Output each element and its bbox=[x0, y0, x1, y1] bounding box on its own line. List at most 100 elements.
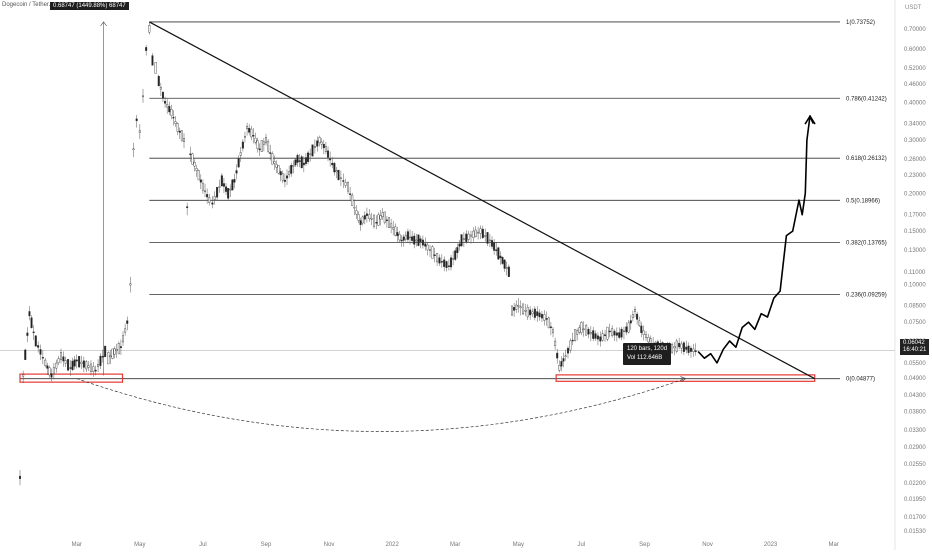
candle-body bbox=[337, 169, 340, 181]
candle-body bbox=[447, 265, 450, 267]
candle-body bbox=[452, 258, 455, 260]
candle-body bbox=[564, 355, 567, 357]
candle-body bbox=[694, 350, 697, 352]
range-bars: 120 bars, 120d bbox=[627, 346, 668, 352]
candle-body bbox=[505, 267, 508, 269]
candle-body bbox=[495, 249, 498, 251]
candle-body bbox=[254, 137, 257, 143]
last-price: 0.06042 bbox=[903, 340, 925, 346]
trendline bbox=[149, 21, 816, 380]
candle-body bbox=[538, 312, 541, 318]
candle-body bbox=[258, 148, 261, 151]
candle-body bbox=[159, 86, 162, 90]
candle-body bbox=[89, 363, 92, 372]
candle-body bbox=[37, 345, 40, 348]
candle-body bbox=[273, 161, 276, 164]
y-tick-label: 0.20000 bbox=[904, 191, 926, 197]
candle-body bbox=[511, 305, 514, 316]
candle-body bbox=[235, 170, 238, 174]
candle-body bbox=[499, 255, 502, 259]
candle-body bbox=[625, 326, 628, 333]
candle-body bbox=[34, 335, 37, 347]
range-tooltip: 120 bars, 120d Vol 112.646B bbox=[623, 343, 672, 365]
candle-body bbox=[685, 346, 688, 350]
candle-body bbox=[587, 329, 590, 335]
candle-body bbox=[180, 130, 183, 142]
candle-body bbox=[678, 342, 681, 348]
candle-body bbox=[529, 309, 532, 316]
candle-body bbox=[135, 118, 138, 121]
candle-body bbox=[675, 340, 678, 352]
candle-body bbox=[415, 239, 418, 242]
candle-body bbox=[252, 135, 255, 137]
candle-body bbox=[64, 360, 67, 364]
candle-body bbox=[94, 369, 97, 372]
y-tick-label: 0.04300 bbox=[904, 393, 926, 399]
candle-body bbox=[241, 141, 244, 149]
candle-body bbox=[271, 153, 274, 165]
candle-body bbox=[359, 220, 362, 225]
candle-body bbox=[191, 153, 194, 165]
fib-level-label: 0.786(0.41242) bbox=[846, 96, 887, 102]
candle-body bbox=[540, 314, 543, 319]
currency-label: USDT bbox=[905, 5, 922, 11]
candle-body bbox=[383, 211, 386, 223]
cycle-arc bbox=[76, 378, 686, 432]
candle-body bbox=[174, 121, 177, 124]
candle-body bbox=[465, 233, 468, 242]
candle-body bbox=[170, 109, 173, 116]
candle-body bbox=[166, 104, 169, 108]
candle-body bbox=[87, 365, 90, 368]
candle-body bbox=[402, 236, 405, 241]
candle-body bbox=[256, 140, 259, 149]
candle-body bbox=[445, 261, 448, 268]
candle-body bbox=[122, 335, 125, 343]
candle-body bbox=[578, 327, 581, 333]
fib-level-label: 1(0.73752) bbox=[846, 20, 875, 26]
candle-body bbox=[262, 141, 265, 145]
candle-body bbox=[161, 91, 164, 99]
candle-body bbox=[111, 348, 114, 359]
projection-arrowhead bbox=[804, 114, 816, 125]
fib-level-label: 0.618(0.26132) bbox=[846, 156, 887, 162]
candle-body bbox=[229, 188, 232, 191]
candle-body bbox=[316, 140, 319, 147]
candle-body bbox=[331, 162, 334, 166]
candle-body bbox=[472, 230, 475, 239]
candle-body bbox=[193, 162, 196, 167]
candle-body bbox=[124, 328, 127, 333]
candle-body bbox=[647, 336, 650, 343]
candle-body bbox=[491, 240, 494, 247]
candle-body bbox=[126, 320, 129, 324]
fib-level-label: 0.5(0.18966) bbox=[846, 198, 880, 204]
candle-body bbox=[375, 222, 378, 224]
candle-body bbox=[50, 373, 53, 378]
candle-body bbox=[381, 212, 384, 218]
candle-body bbox=[342, 180, 345, 182]
candle-body bbox=[355, 210, 358, 215]
candle-body bbox=[620, 328, 623, 338]
candle-body bbox=[28, 311, 31, 317]
candle-body bbox=[421, 239, 424, 246]
support-box bbox=[19, 373, 124, 383]
candle-body bbox=[501, 257, 504, 264]
candle-body bbox=[594, 333, 597, 339]
y-tick-label: 0.46000 bbox=[904, 82, 926, 88]
candle-body bbox=[333, 163, 336, 173]
candle-body bbox=[208, 197, 211, 203]
candle-body bbox=[227, 188, 230, 199]
candle-body bbox=[302, 162, 305, 166]
candle-body bbox=[265, 137, 268, 144]
candle-body bbox=[46, 365, 49, 369]
candle-body bbox=[671, 344, 674, 353]
candle-body bbox=[113, 348, 116, 355]
candle-body bbox=[574, 329, 577, 341]
candle-body bbox=[413, 235, 416, 245]
candle-body bbox=[454, 250, 457, 260]
candle-body bbox=[582, 328, 585, 331]
candle-body bbox=[231, 179, 234, 191]
candle-body bbox=[239, 152, 242, 156]
candle-body bbox=[599, 336, 602, 342]
